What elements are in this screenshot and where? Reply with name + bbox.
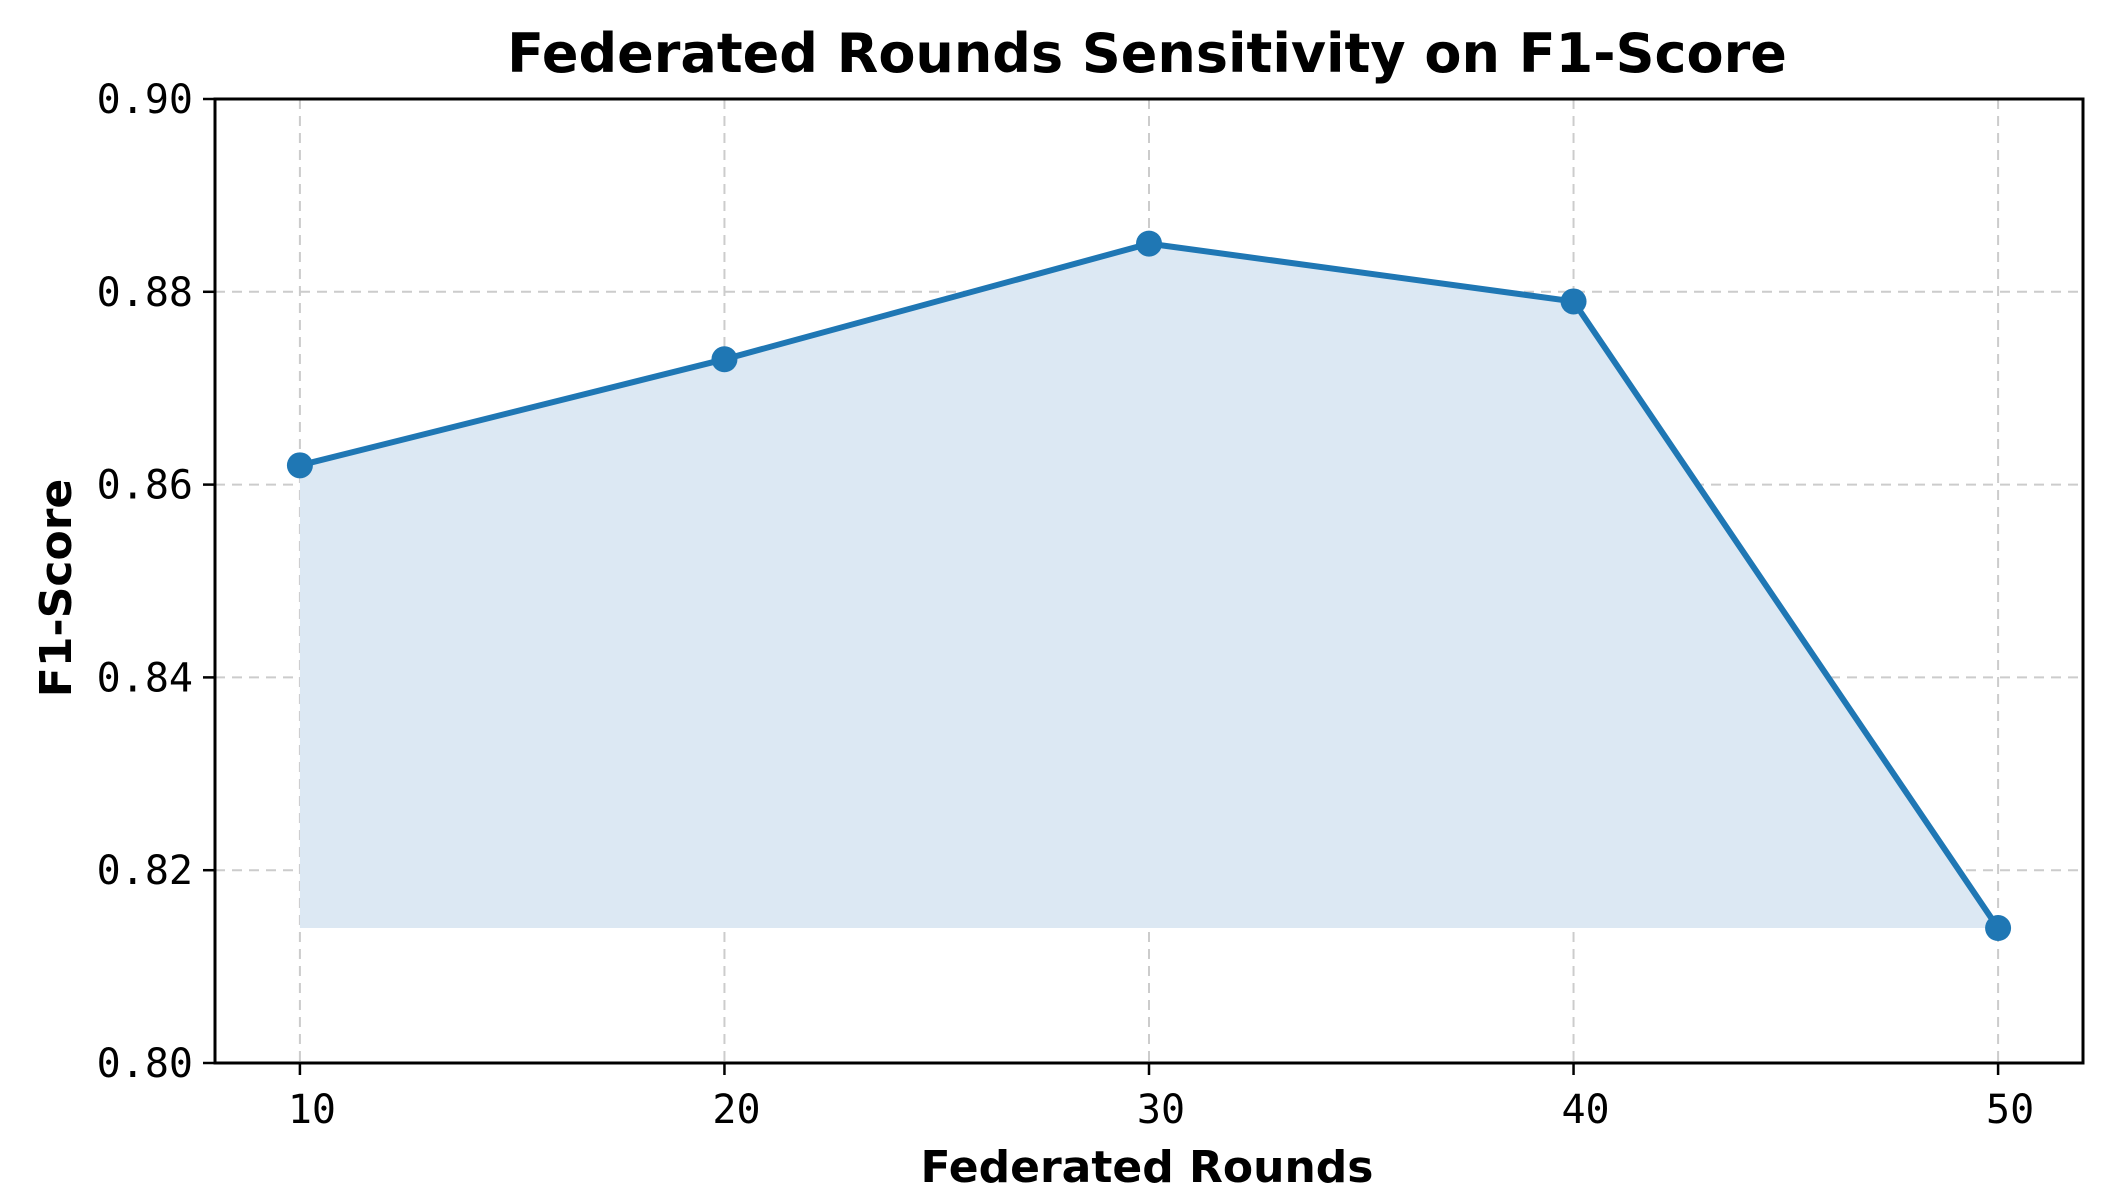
x-tick-label: 20 — [712, 1087, 760, 1133]
area-fill — [299, 243, 1999, 929]
y-tick-label: 0.88 — [97, 270, 193, 316]
data-point — [1136, 230, 1162, 257]
axis-ticks: 10 20 30 40 50 0.80 0.82 0.84 0.86 0.88 0.90 — [97, 77, 2035, 1133]
x-tick-label: 10 — [288, 1087, 336, 1133]
chart-title: Federated Rounds Sensitivity on F1-Score — [507, 22, 1787, 85]
data-point — [1985, 915, 2012, 942]
x-tick-label: 50 — [1986, 1087, 2034, 1133]
area-fill-layer — [299, 243, 1999, 929]
x-axis-label: Federated Rounds — [921, 1142, 1374, 1193]
data-point — [286, 452, 313, 479]
y-tick-label: 0.90 — [97, 77, 193, 123]
y-tick-label: 0.86 — [97, 463, 193, 509]
y-tick-label: 0.84 — [97, 655, 193, 701]
data-points-layer — [286, 230, 2012, 942]
y-axis-label: F1-Score — [31, 479, 82, 697]
y-tick-label: 0.82 — [97, 848, 193, 894]
data-point — [1560, 288, 1587, 315]
x-tick-label: 40 — [1561, 1087, 1609, 1133]
data-point — [711, 346, 738, 373]
y-tick-label: 0.80 — [97, 1041, 193, 1087]
x-tick-label: 30 — [1137, 1087, 1185, 1133]
